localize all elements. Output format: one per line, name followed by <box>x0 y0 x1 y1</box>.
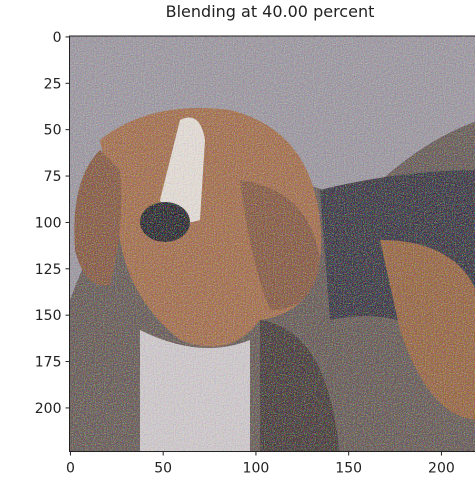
x-tick-label: 150 <box>335 461 362 477</box>
chart-title: Blending at 40.00 percent <box>166 2 375 21</box>
y-tick-label: 0 <box>53 30 62 46</box>
image <box>60 30 475 460</box>
y-tick-label: 75 <box>44 169 62 185</box>
y-tick-label: 25 <box>44 76 62 92</box>
page: {"chart_data": {"type": "image", "title"… <box>0 0 475 488</box>
x-tick-label: 200 <box>428 461 455 477</box>
y-tick-label: 50 <box>44 123 62 139</box>
y-tick-label: 150 <box>35 308 62 324</box>
x-tick-label: 0 <box>66 461 75 477</box>
y-tick-label: 100 <box>35 215 62 231</box>
chart: Blending at 40.00 percent 0 25 50 75 100 125 1… <box>0 0 475 488</box>
y-tick-label: 175 <box>35 355 62 371</box>
y-tick-label: 125 <box>35 262 62 278</box>
x-tick-label: 50 <box>154 461 172 477</box>
x-tick-label: 100 <box>243 461 270 477</box>
y-tick-label: 200 <box>35 401 62 417</box>
